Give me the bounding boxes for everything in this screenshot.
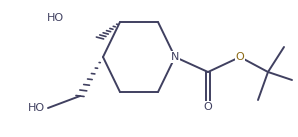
Text: O: O [204, 102, 212, 112]
Text: HO: HO [28, 103, 45, 113]
Text: N: N [171, 52, 179, 62]
Text: O: O [236, 52, 244, 62]
Text: HO: HO [46, 13, 63, 23]
